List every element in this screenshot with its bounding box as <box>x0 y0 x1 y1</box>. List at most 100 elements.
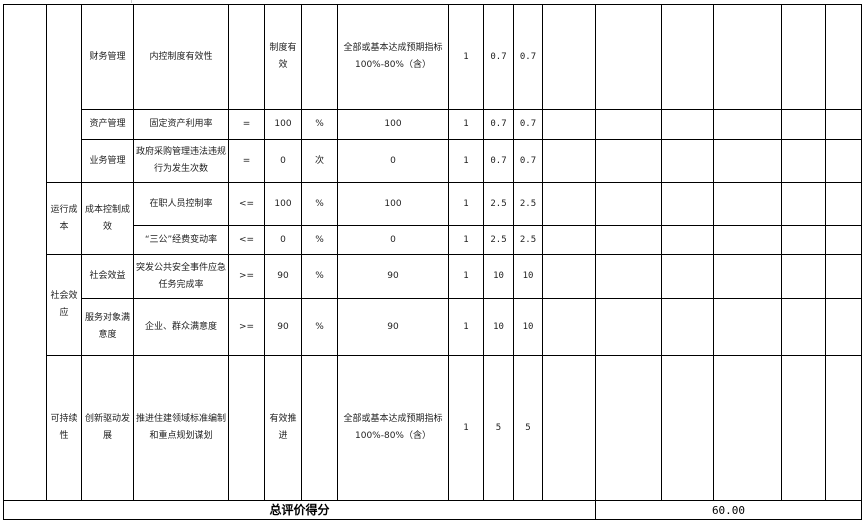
unit-cell: % <box>301 225 338 255</box>
target-cell: 全部或基本达成预期指标 100%-80%（含） <box>337 4 449 110</box>
empty-cell <box>542 182 596 226</box>
indicator-cell: 企业、群众满意度 <box>133 298 229 356</box>
page-corner-mark <box>81 0 132 3</box>
target-cell: 90 <box>337 254 449 299</box>
category-cell: 创新驱动发展 <box>81 355 134 501</box>
score-a-cell: 2.5 <box>483 225 514 255</box>
category-cell: 成本控制成效 <box>81 182 134 255</box>
score-b-cell: 2.5 <box>513 182 543 226</box>
table-row: 资产管理 固定资产利用率 = 100% 100 1 0.7 0.7 <box>4 109 862 140</box>
table-row: 社会效应 社会效益 突发公共安全事件应急任务完成率 >= 90% 90 1 10 10 <box>4 254 862 356</box>
empty-cell <box>781 298 826 356</box>
score-a-cell: 10 <box>483 254 514 299</box>
weight-cell: 1 <box>448 355 484 501</box>
target-cell: 100 <box>337 109 449 140</box>
table-row: “三公”经费变动率 <= 0% 0 1 2.5 2.5 <box>4 225 862 255</box>
empty-cell <box>825 182 862 226</box>
score-a-cell: 10 <box>483 298 514 356</box>
empty-cell <box>595 355 662 501</box>
empty-cell <box>713 355 782 501</box>
score-b-cell: 0.7 <box>513 4 543 110</box>
empty-cell <box>825 355 862 501</box>
table-row: 财务管理 内控制度有效性 制度有效 全部或基本达成预期指标 100%-80%（含） 1 0… <box>3 4 862 501</box>
score-a-cell: 0.7 <box>483 139 514 183</box>
table-row: 运行成本 成本控制成效 在职人员控制率 <= 100% 100 1 2.5 2.5 <box>4 182 862 255</box>
empty-cell <box>661 4 714 110</box>
operator-cell: <= <box>228 182 265 226</box>
empty-cell <box>713 139 782 183</box>
empty-cell <box>825 298 862 356</box>
empty-cell <box>595 109 662 140</box>
weight-cell: 1 <box>448 254 484 299</box>
operator-cell: >= <box>228 254 265 299</box>
secondary-indicator-cell <box>46 4 82 183</box>
unit-cell <box>301 4 338 110</box>
unit-cell: % <box>301 298 338 356</box>
target-cell: 90 <box>337 298 449 356</box>
empty-cell <box>542 109 596 140</box>
indicator-cell: 政府采购管理违法违规行为发生次数 <box>133 139 229 183</box>
weight-cell: 1 <box>448 225 484 255</box>
empty-cell <box>781 109 826 140</box>
target-cell: 100 <box>337 182 449 226</box>
empty-cell <box>595 225 662 255</box>
empty-cell <box>781 139 826 183</box>
empty-cell <box>661 225 714 255</box>
performance-evaluation-table: 财务管理 内控制度有效性 制度有效 全部或基本达成预期指标 100%-80%（含） 1 0… <box>3 4 862 520</box>
empty-cell <box>661 254 714 299</box>
empty-cell <box>595 298 662 356</box>
empty-cell <box>661 355 714 501</box>
empty-cell <box>713 4 782 110</box>
unit-cell: % <box>301 254 338 299</box>
weight-cell: 1 <box>448 109 484 140</box>
empty-cell <box>713 225 782 255</box>
value-cell: 0 <box>264 225 302 255</box>
indicator-cell: 突发公共安全事件应急任务完成率 <box>133 254 229 299</box>
value-cell: 有效推进 <box>264 355 302 501</box>
empty-cell <box>825 225 862 255</box>
empty-cell <box>713 254 782 299</box>
empty-cell <box>661 182 714 226</box>
category-cell: 服务对象满意度 <box>81 298 134 356</box>
table-row: 可持续性 创新驱动发展 推进住建领域标准编制和重点规划谋划 有效推进 全部或基本达成预期… <box>4 355 862 501</box>
unit-cell <box>301 355 338 501</box>
score-b-cell: 10 <box>513 298 543 356</box>
secondary-indicator-cell: 运行成本 <box>46 182 82 255</box>
value-cell: 100 <box>264 182 302 226</box>
total-score-label: 总评价得分 <box>3 500 596 520</box>
empty-cell <box>781 225 826 255</box>
score-b-cell: 2.5 <box>513 225 543 255</box>
empty-cell <box>595 139 662 183</box>
score-b-cell: 5 <box>513 355 543 501</box>
operator-cell <box>228 355 265 501</box>
score-a-cell: 2.5 <box>483 182 514 226</box>
secondary-indicator-cell: 可持续性 <box>46 355 82 501</box>
score-a-cell: 5 <box>483 355 514 501</box>
empty-cell <box>595 182 662 226</box>
empty-cell <box>713 182 782 226</box>
empty-cell <box>781 4 826 110</box>
score-a-cell: 0.7 <box>483 4 514 110</box>
score-b-cell: 10 <box>513 254 543 299</box>
category-cell: 财务管理 <box>81 4 134 110</box>
category-cell: 社会效益 <box>81 254 134 299</box>
empty-cell <box>825 139 862 183</box>
empty-cell <box>542 225 596 255</box>
value-cell: 制度有效 <box>264 4 302 110</box>
total-row: 总评价得分 60.00 <box>3 500 862 520</box>
operator-cell <box>228 4 265 110</box>
category-cell: 业务管理 <box>81 139 134 183</box>
operator-cell: >= <box>228 298 265 356</box>
target-cell: 0 <box>337 139 449 183</box>
empty-cell <box>825 4 862 110</box>
score-b-cell: 0.7 <box>513 109 543 140</box>
first-level-indicator-cell <box>3 4 47 501</box>
empty-cell <box>542 254 596 299</box>
table-row: 业务管理 政府采购管理违法违规行为发生次数 = 0 次 0 1 0.7 0.7 <box>4 139 862 183</box>
indicator-cell: 推进住建领域标准编制和重点规划谋划 <box>133 355 229 501</box>
empty-cell <box>542 139 596 183</box>
score-b-cell: 0.7 <box>513 139 543 183</box>
empty-cell <box>713 109 782 140</box>
value-cell: 90 <box>264 298 302 356</box>
target-cell: 全部或基本达成预期指标 100%-80%（含） <box>337 355 449 501</box>
